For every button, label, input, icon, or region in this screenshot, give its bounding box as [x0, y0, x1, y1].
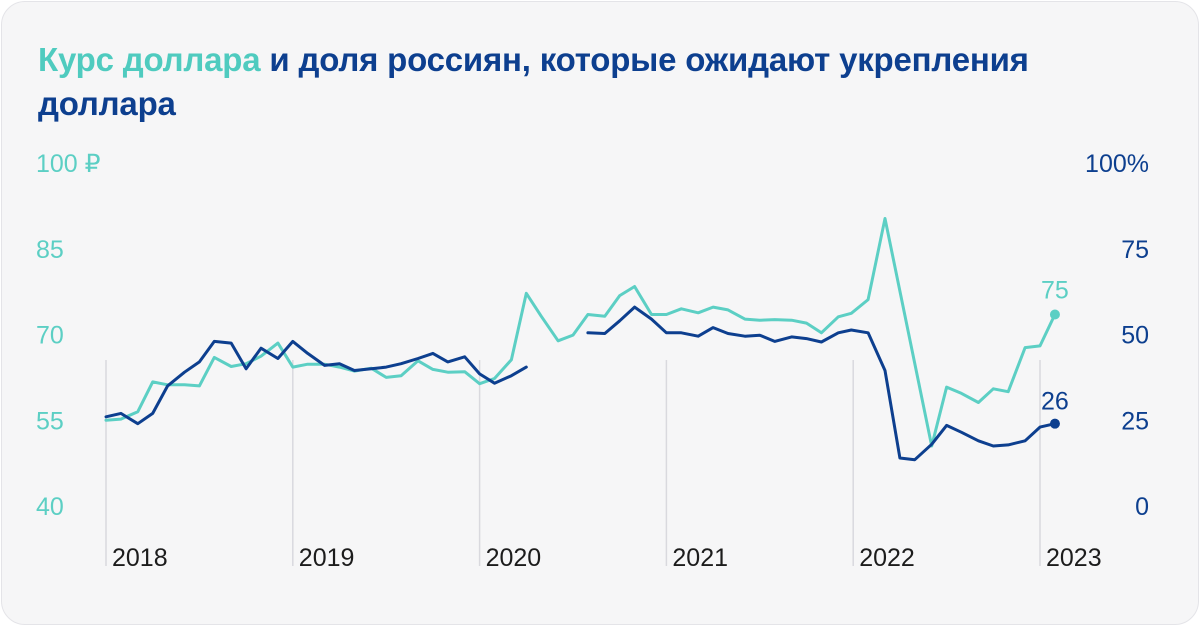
series-end-point-usd-rate [1049, 309, 1060, 320]
y-right-tick-label: 100% [1085, 150, 1149, 178]
x-tick-label-2023: 2023 [1046, 544, 1102, 572]
y-left-tick-label: 55 [36, 407, 64, 435]
y-left-tick-label: 100 ₽ [36, 150, 101, 178]
x-tick-label-2018: 2018 [112, 544, 168, 572]
y-right-tick-label: 75 [1121, 236, 1149, 264]
chart-title-accent: Курс доллара [38, 41, 261, 78]
y-left-tick-label: 85 [36, 236, 64, 264]
chart-title-rest: и доля россиян, которые ожидают укреплен… [38, 41, 1029, 122]
x-tick-label-2019: 2019 [299, 544, 355, 572]
y-left-tick-label: 40 [36, 493, 64, 521]
x-tick-label-2021: 2021 [672, 544, 728, 572]
series-end-label-expect-share: 26 [1041, 388, 1069, 416]
chart-title: Курс доллара и доля россиян, которые ожи… [38, 38, 1158, 126]
y-right-tick-label: 25 [1121, 407, 1149, 435]
series-line-expect-share-2 [586, 305, 1057, 462]
x-tick-label-2020: 2020 [486, 544, 542, 572]
series-line-expect-share-1 [104, 339, 528, 426]
y-left-tick-label: 70 [36, 322, 64, 350]
y-right-tick-label: 0 [1135, 493, 1149, 521]
y-right-tick-label: 50 [1121, 322, 1149, 350]
series-end-point-expect-share [1049, 418, 1060, 429]
series-line-usd-rate [104, 217, 1057, 448]
x-tick-label-2022: 2022 [859, 544, 915, 572]
series-end-label-usd-rate: 75 [1041, 276, 1069, 304]
